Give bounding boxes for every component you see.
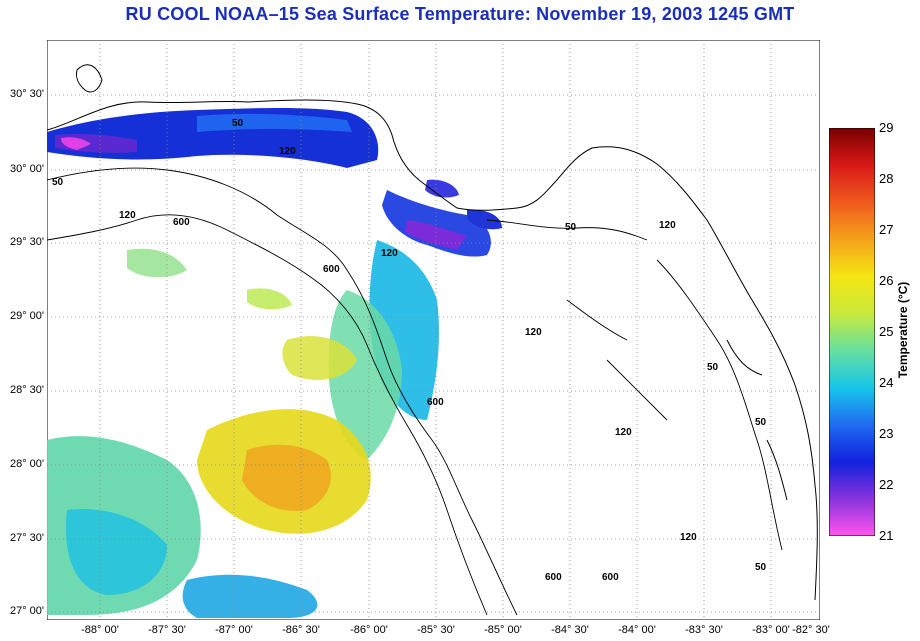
colorbar-tick: 23 <box>879 426 894 441</box>
svg-text:50: 50 <box>707 362 719 373</box>
svg-text:50: 50 <box>755 562 767 573</box>
svg-text:600: 600 <box>427 397 444 408</box>
lon-label: -84° 30' <box>551 624 589 636</box>
colorbar-tick: 27 <box>879 222 894 237</box>
colorbar-tick: 28 <box>879 171 894 186</box>
svg-text:600: 600 <box>602 572 619 583</box>
lon-label: -84° 00' <box>618 624 656 636</box>
svg-text:50: 50 <box>755 417 767 428</box>
svg-text:120: 120 <box>119 210 136 221</box>
svg-text:50: 50 <box>232 118 244 129</box>
lon-label: -83° 00' <box>752 624 790 636</box>
svg-text:600: 600 <box>545 572 562 583</box>
svg-text:120: 120 <box>279 146 296 157</box>
contours <box>47 167 783 616</box>
colorbar-tick: 29 <box>879 120 894 135</box>
lon-label: -83° 30' <box>685 624 723 636</box>
lon-label: -86° 30' <box>282 624 320 636</box>
sst-data-layer <box>47 108 502 618</box>
lat-label: 28° 30' <box>9 384 44 396</box>
map-title: RU COOL NOAA–15 Sea Surface Temperature:… <box>125 4 795 24</box>
svg-text:600: 600 <box>173 217 190 228</box>
colorbar-tick: 25 <box>879 324 894 339</box>
lon-label: -88° 00' <box>81 624 119 636</box>
svg-text:120: 120 <box>680 532 697 543</box>
lat-label: 29° 00' <box>9 310 44 322</box>
contour-labels: 50 120 600 600 120 50 120 600 120 120 50… <box>52 118 767 583</box>
svg-text:120: 120 <box>659 220 676 231</box>
colorbar-tick: 24 <box>879 375 894 390</box>
colorbar-tick: 26 <box>879 273 894 288</box>
lat-label: 29° 30' <box>9 236 44 248</box>
svg-text:600: 600 <box>323 264 340 275</box>
lon-label: -87° 30' <box>148 624 186 636</box>
lon-label: -85° 30' <box>417 624 455 636</box>
grid <box>47 40 820 620</box>
colorbar <box>829 128 875 536</box>
sst-map: 50 120 600 600 120 50 120 600 120 120 50… <box>47 40 820 620</box>
lat-label: 27° 00' <box>9 605 44 617</box>
lon-label: -87° 00' <box>215 624 253 636</box>
lon-label: -86° 00' <box>350 624 388 636</box>
colorbar-gradient <box>829 128 875 536</box>
lat-label: 27° 30' <box>9 532 44 544</box>
svg-text:120: 120 <box>525 327 542 338</box>
lat-label: 30° 30' <box>9 88 44 100</box>
lat-label: 30° 00' <box>9 163 44 175</box>
svg-text:50: 50 <box>565 222 577 233</box>
colorbar-tick: 22 <box>879 477 894 492</box>
coastline <box>47 64 818 601</box>
svg-text:50: 50 <box>52 177 64 188</box>
lat-label: 28° 00' <box>9 458 44 470</box>
colorbar-title: Temperature (°C) <box>896 281 910 379</box>
lon-label: -82° 30' <box>792 624 830 636</box>
lon-label: -85° 00' <box>484 624 522 636</box>
svg-text:120: 120 <box>615 427 632 438</box>
svg-text:120: 120 <box>381 248 398 259</box>
colorbar-tick: 21 <box>879 528 894 543</box>
